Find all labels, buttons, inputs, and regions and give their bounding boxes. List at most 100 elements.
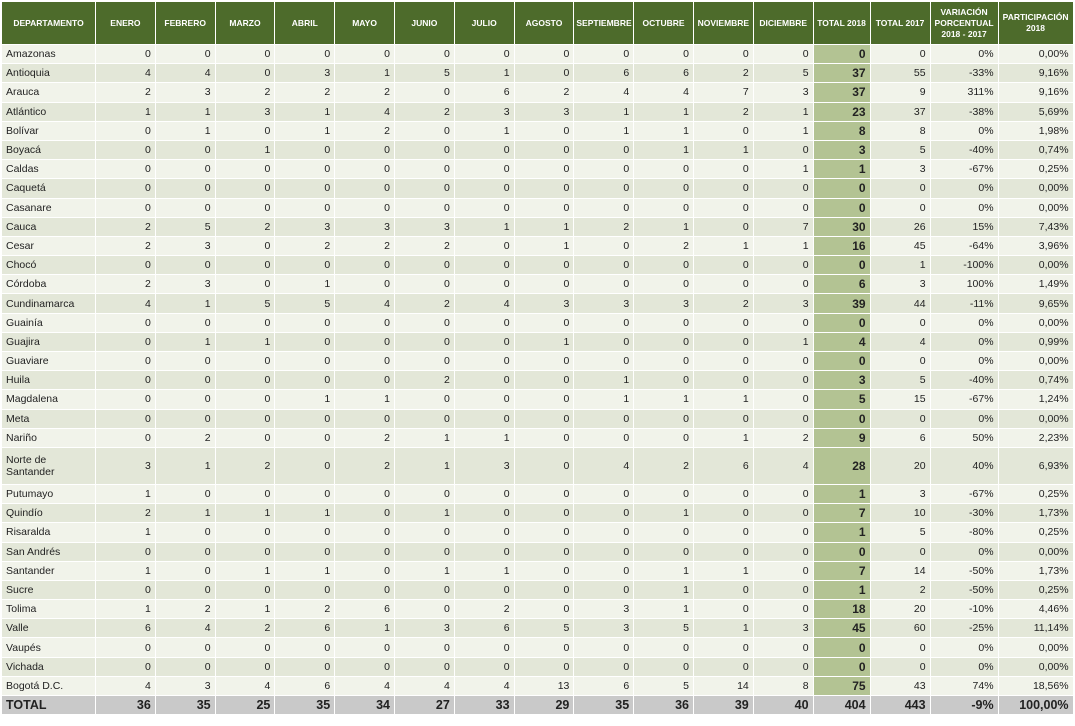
table-row: Huila 0 0 0 0 0 2 0 0 1 0 0 0 3 5 -40% 0,74%	[1, 370, 1074, 391]
cell: 0	[573, 656, 635, 677]
cell: 33	[453, 695, 515, 715]
cell: 1	[214, 599, 276, 620]
cell: 37	[812, 63, 871, 84]
cell: 0,00%	[997, 350, 1074, 372]
cell: 0	[513, 197, 575, 218]
cell: 1,73%	[997, 560, 1074, 581]
cell: 3	[453, 446, 515, 485]
cell: 2	[334, 427, 395, 448]
cell: 0	[692, 312, 754, 333]
cell: 0	[752, 599, 814, 620]
cell: 0	[692, 43, 754, 65]
cell: 2	[154, 599, 216, 620]
cell: 15%	[929, 216, 999, 237]
cell: 0	[154, 522, 216, 543]
cell: 1	[633, 139, 694, 161]
cell: 16	[812, 235, 871, 257]
cell: 0	[95, 579, 156, 601]
table-row: Antioquia 4 4 0 3 1 5 1 0 6 6 2 5 37 55 -33% 9,16%	[1, 63, 1074, 84]
cell: 2	[334, 446, 395, 485]
cell: 0	[214, 389, 276, 410]
cell: 3	[214, 101, 276, 122]
cell: 4	[154, 63, 216, 84]
cell: 0	[214, 178, 276, 199]
cell: 7,43%	[997, 216, 1074, 237]
cell: 6	[453, 82, 515, 103]
cell: 0,25%	[997, 159, 1074, 180]
cell: 0	[393, 541, 455, 562]
cell: 50%	[929, 427, 999, 448]
cell: 0	[95, 408, 156, 429]
table-row: Guaviare 0 0 0 0 0 0 0 0 0 0 0 0 0 0 0% 0,00%	[1, 350, 1074, 372]
cell: 0	[334, 656, 395, 677]
cell: 0	[453, 331, 515, 353]
cell: 0	[812, 656, 871, 677]
column-header: OCTUBRE	[633, 1, 694, 45]
table-row: Casanare 0 0 0 0 0 0 0 0 0 0 0 0 0 0 0% 0,00%	[1, 197, 1074, 218]
cell: 0	[393, 120, 455, 141]
cell: 0	[573, 483, 635, 505]
cell: 10	[869, 503, 931, 524]
column-header: DICIEMBRE	[752, 1, 814, 45]
cell: 0	[692, 120, 754, 141]
cell: 0	[274, 350, 336, 372]
cell: 0	[334, 331, 395, 353]
cell: -80%	[929, 522, 999, 543]
cell: 4	[154, 618, 216, 639]
cell: 3	[752, 82, 814, 103]
cell: -50%	[929, 579, 999, 601]
cell: 1	[334, 618, 395, 639]
cell: 0	[869, 656, 931, 677]
cell: 2	[633, 235, 694, 257]
cell: 0	[453, 178, 515, 199]
cell: 2	[274, 599, 336, 620]
cell: 0	[334, 139, 395, 161]
cell: 4	[752, 446, 814, 485]
cell: 0	[393, 197, 455, 218]
cell: 0	[274, 312, 336, 333]
cell: 0	[573, 159, 635, 180]
cell: 11,14%	[997, 618, 1074, 639]
cell: 3	[869, 483, 931, 505]
cell: 0	[752, 389, 814, 410]
cell: 75	[812, 675, 871, 697]
cell: 37	[812, 82, 871, 103]
row-label: Magdalena	[1, 389, 96, 410]
row-label: Sucre	[1, 579, 96, 601]
cell: 0	[95, 159, 156, 180]
table-row: Nariño 0 2 0 0 2 1 1 0 0 0 1 2 9 6 50% 2,23%	[1, 427, 1074, 448]
cell: 7	[812, 560, 871, 581]
row-label: Bogotá D.C.	[1, 675, 96, 697]
cell: 0	[633, 522, 694, 543]
cell: 0	[692, 408, 754, 429]
header-row: DEPARTAMENTO ENERO FEBRERO MARZO ABRIL MAYO JU…	[1, 1, 1074, 45]
cell: 3	[573, 599, 635, 620]
cell: 0	[692, 522, 754, 543]
cell: 0	[573, 197, 635, 218]
cell: 0	[453, 389, 515, 410]
cell: 2	[633, 446, 694, 485]
cell: 1	[214, 560, 276, 581]
cell: 1	[154, 331, 216, 353]
cell: 1	[453, 560, 515, 581]
cell: 0,74%	[997, 139, 1074, 161]
table-row: Magdalena 0 0 0 1 1 0 0 0 1 1 1 0 5 15 -67% 1,24%	[1, 389, 1074, 410]
cell: 4	[334, 101, 395, 122]
cell: -25%	[929, 618, 999, 639]
cell: 311%	[929, 82, 999, 103]
cell: 1	[334, 63, 395, 84]
cell: 0	[95, 541, 156, 562]
cell: 5	[393, 63, 455, 84]
cell: 0	[869, 541, 931, 562]
cell: 0	[334, 178, 395, 199]
table-row: Arauca 2 3 2 2 2 0 6 2 4 4 7 3 37 9 311% 9,16%	[1, 82, 1074, 103]
table-row: Vichada 0 0 0 0 0 0 0 0 0 0 0 0 0 0 0% 0,00%	[1, 656, 1074, 677]
cell: 0	[633, 197, 694, 218]
cell: 6	[453, 618, 515, 639]
cell: 2	[692, 101, 754, 122]
table-row: Risaralda 1 0 0 0 0 0 0 0 0 0 0 0 1 5 -80% 0,25%	[1, 522, 1074, 543]
cell: 4	[95, 675, 156, 697]
cell: 0	[869, 408, 931, 429]
row-label: Caquetá	[1, 178, 96, 199]
cell: 5	[633, 675, 694, 697]
